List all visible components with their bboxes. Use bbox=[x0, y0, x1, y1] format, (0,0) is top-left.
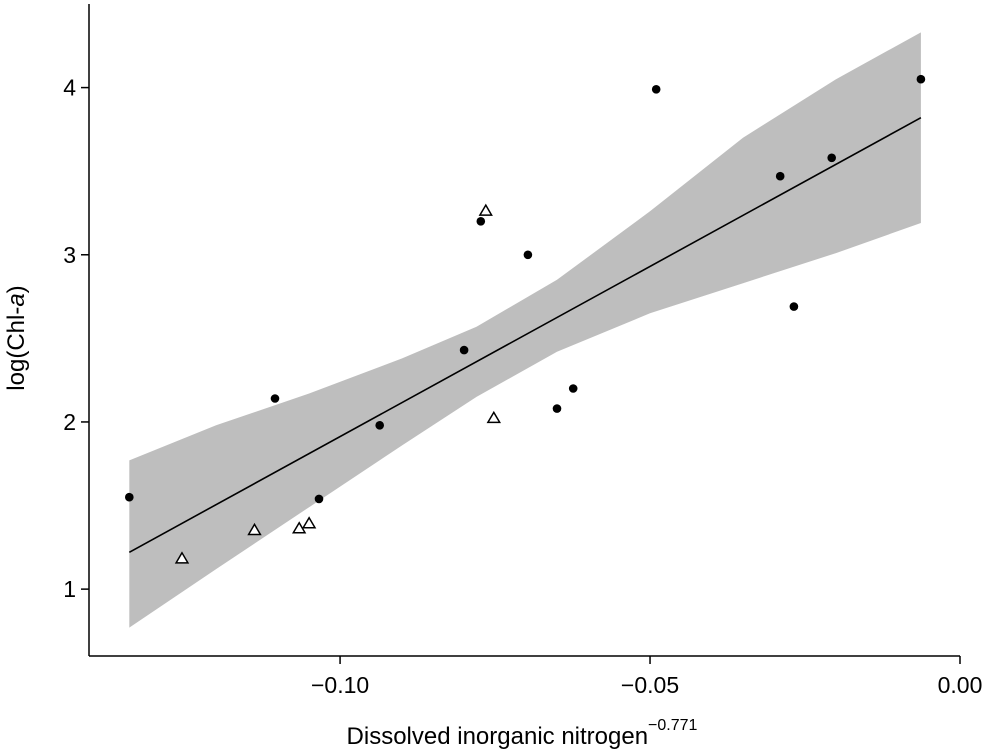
y-tick-label: 1 bbox=[63, 576, 76, 602]
axes-layer bbox=[88, 4, 960, 657]
ticks-layer: −0.10 −0.05 0.00 1 2 3 4 bbox=[63, 75, 982, 698]
data-point-circle bbox=[789, 302, 799, 311]
confidence-band-layer bbox=[129, 32, 921, 628]
regression-line bbox=[128, 116, 922, 554]
data-point-circle bbox=[552, 404, 562, 413]
fit-line-layer bbox=[128, 116, 922, 554]
data-point-circle bbox=[125, 492, 134, 502]
confidence-band bbox=[129, 32, 921, 628]
data-point-circle bbox=[827, 153, 836, 163]
data-point-circle bbox=[916, 74, 926, 84]
data-point-circle bbox=[568, 384, 578, 393]
x-axis-title: Dissolved inorganic nitrogen−0.771 bbox=[347, 717, 698, 750]
data-point-triangle bbox=[301, 516, 317, 529]
data-point-circle bbox=[375, 421, 385, 430]
data-point-circle bbox=[459, 345, 469, 355]
data-points-layer bbox=[125, 74, 926, 564]
data-point-triangle bbox=[291, 521, 307, 534]
y-tick-label: 3 bbox=[63, 242, 76, 268]
y-tick-label: 2 bbox=[63, 409, 76, 435]
y-axis-title-prefix: log(Chl- bbox=[3, 307, 30, 391]
y-axis-title: log(Chl-a) bbox=[3, 285, 30, 390]
data-point-circle bbox=[651, 85, 661, 94]
y-tick-label: 4 bbox=[63, 75, 76, 101]
data-point-triangle bbox=[478, 203, 493, 216]
data-point-triangle bbox=[247, 522, 262, 536]
data-point-circle bbox=[270, 394, 280, 403]
x-axis-title-exponent: −0.771 bbox=[648, 717, 697, 734]
data-point-circle bbox=[476, 217, 486, 226]
data-point-circle bbox=[314, 494, 324, 504]
x-tick-label: 0.00 bbox=[938, 672, 983, 698]
x-tick-label: −0.10 bbox=[311, 672, 369, 698]
data-point-triangle bbox=[486, 410, 502, 424]
x-tick-label: −0.05 bbox=[621, 672, 679, 698]
y-axis-title-italic: a bbox=[3, 293, 30, 306]
x-axis-title-base: Dissolved inorganic nitrogen bbox=[347, 723, 649, 750]
data-point-circle bbox=[775, 171, 785, 181]
data-point-triangle bbox=[174, 551, 190, 564]
data-point-circle bbox=[523, 250, 533, 260]
y-axis-title-suffix: ) bbox=[3, 285, 30, 293]
